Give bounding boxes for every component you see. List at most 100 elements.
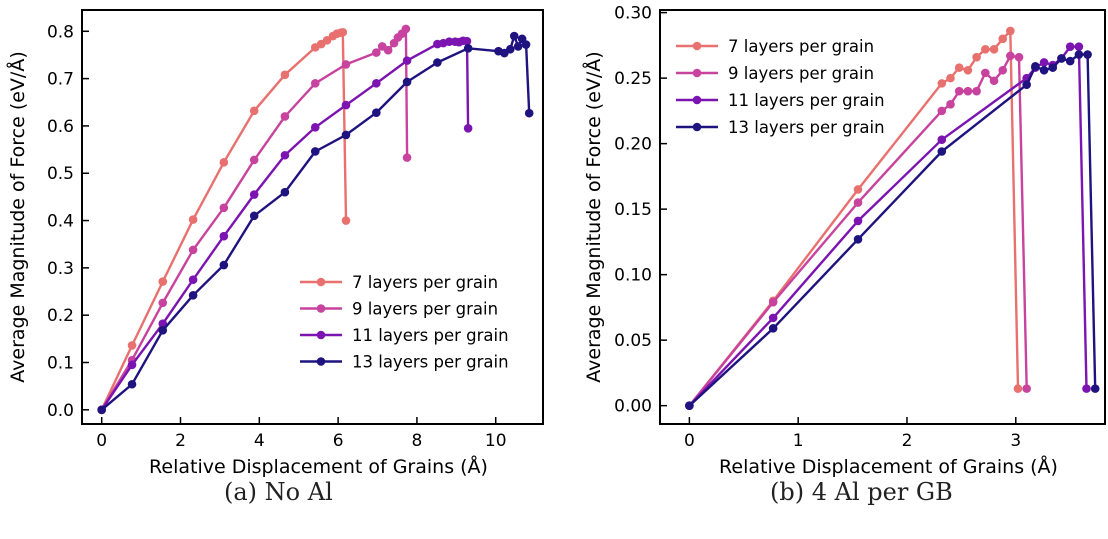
data-point bbox=[972, 52, 981, 62]
legend-marker bbox=[316, 304, 326, 313]
data-point bbox=[972, 86, 981, 96]
data-point bbox=[383, 45, 393, 55]
legend-marker bbox=[316, 277, 326, 287]
x-tick-label: 3 bbox=[1010, 431, 1021, 451]
y-tick-label: 0.10 bbox=[614, 266, 652, 286]
data-point bbox=[188, 291, 198, 300]
legend-marker bbox=[316, 330, 326, 340]
data-point bbox=[219, 158, 229, 167]
x-tick-label: 6 bbox=[333, 431, 344, 451]
x-tick-label: 8 bbox=[412, 431, 423, 451]
data-point bbox=[998, 65, 1008, 75]
data-point bbox=[963, 86, 973, 96]
data-point bbox=[1039, 58, 1049, 67]
data-point bbox=[853, 234, 863, 244]
data-point bbox=[1065, 42, 1075, 51]
data-point bbox=[341, 216, 351, 225]
data-point bbox=[310, 147, 320, 156]
data-point bbox=[521, 40, 531, 49]
data-point bbox=[1090, 384, 1100, 393]
y-tick-label: 0.30 bbox=[614, 4, 652, 24]
legend-label: 11 layers per grain bbox=[728, 91, 885, 110]
data-point bbox=[1082, 384, 1091, 393]
data-point bbox=[946, 100, 955, 109]
data-point bbox=[280, 150, 290, 160]
data-point bbox=[127, 341, 137, 350]
data-point bbox=[338, 27, 348, 37]
y-tick-label: 0.05 bbox=[614, 331, 652, 351]
x-tick-label: 10 bbox=[485, 431, 507, 451]
data-point bbox=[1048, 63, 1058, 72]
data-point bbox=[937, 79, 947, 88]
data-point bbox=[97, 405, 107, 415]
data-point bbox=[509, 31, 519, 41]
y-tick-label: 0.6 bbox=[47, 117, 74, 137]
data-point bbox=[768, 324, 778, 333]
data-point bbox=[322, 35, 332, 45]
y-tick-label: 0.4 bbox=[47, 212, 74, 232]
x-tick-label: 0 bbox=[684, 431, 695, 451]
chart-b: 0 1 2 3 0.00 0.05 0.10 0.15 0.20 0.25 0.30 Relative… bbox=[582, 4, 1106, 478]
y-tick-label: 0.25 bbox=[614, 69, 652, 89]
data-point bbox=[954, 63, 964, 72]
data-point bbox=[249, 211, 259, 221]
y-tick-label: 0.15 bbox=[614, 200, 652, 220]
data-point bbox=[158, 277, 168, 286]
data-point bbox=[310, 79, 320, 88]
data-point bbox=[937, 135, 947, 145]
data-point bbox=[937, 147, 947, 156]
data-point bbox=[401, 24, 411, 34]
data-point bbox=[505, 44, 515, 54]
legend-label: 9 layers per grain bbox=[352, 300, 498, 319]
data-point bbox=[341, 100, 351, 110]
data-point bbox=[946, 73, 955, 83]
legend-label: 11 layers per grain bbox=[352, 326, 509, 345]
y-tick-label: 0.5 bbox=[47, 164, 74, 184]
data-point bbox=[127, 379, 137, 389]
data-point bbox=[188, 275, 198, 284]
legend-marker bbox=[692, 68, 702, 78]
data-point bbox=[768, 313, 778, 323]
x-tick-label: 2 bbox=[175, 431, 186, 451]
data-point bbox=[768, 297, 778, 307]
data-point bbox=[249, 155, 259, 165]
data-point bbox=[127, 360, 137, 370]
data-point bbox=[280, 112, 290, 121]
legend-label: 7 layers per grain bbox=[728, 37, 874, 56]
data-point bbox=[853, 216, 863, 226]
legend-marker bbox=[692, 41, 702, 51]
plot-frame bbox=[659, 9, 1106, 425]
data-point bbox=[280, 187, 290, 197]
data-point bbox=[341, 130, 351, 140]
data-point bbox=[524, 108, 534, 118]
x-tick-label: 4 bbox=[254, 431, 265, 451]
y-tick-label: 0.00 bbox=[614, 397, 652, 417]
data-point bbox=[963, 65, 973, 75]
data-point bbox=[1022, 80, 1031, 89]
y-tick-label: 0.8 bbox=[47, 22, 74, 42]
data-point bbox=[1074, 50, 1084, 59]
data-point bbox=[1022, 384, 1031, 393]
x-axis-label: Relative Displacement of Grains (Å) bbox=[149, 455, 488, 478]
data-point bbox=[310, 123, 320, 132]
data-point bbox=[188, 215, 198, 224]
data-point bbox=[219, 260, 229, 270]
data-point bbox=[1013, 384, 1023, 393]
legend-label: 7 layers per grain bbox=[352, 273, 498, 292]
data-point bbox=[402, 153, 412, 162]
data-point bbox=[1014, 52, 1024, 62]
data-point bbox=[249, 106, 259, 116]
caption-b: (b) 4 Al per GB bbox=[770, 478, 953, 506]
data-point bbox=[989, 45, 999, 54]
y-axis-label: Average Magnitude of Force (eV/Å) bbox=[6, 51, 29, 382]
legend-marker bbox=[316, 357, 326, 366]
data-point bbox=[372, 108, 381, 117]
data-point bbox=[341, 60, 351, 69]
data-point bbox=[1039, 65, 1049, 75]
data-point bbox=[402, 77, 412, 87]
data-point bbox=[853, 185, 863, 194]
legend-marker bbox=[692, 95, 702, 105]
caption-a: (a) No Al bbox=[224, 478, 333, 506]
legend-marker bbox=[692, 122, 702, 132]
